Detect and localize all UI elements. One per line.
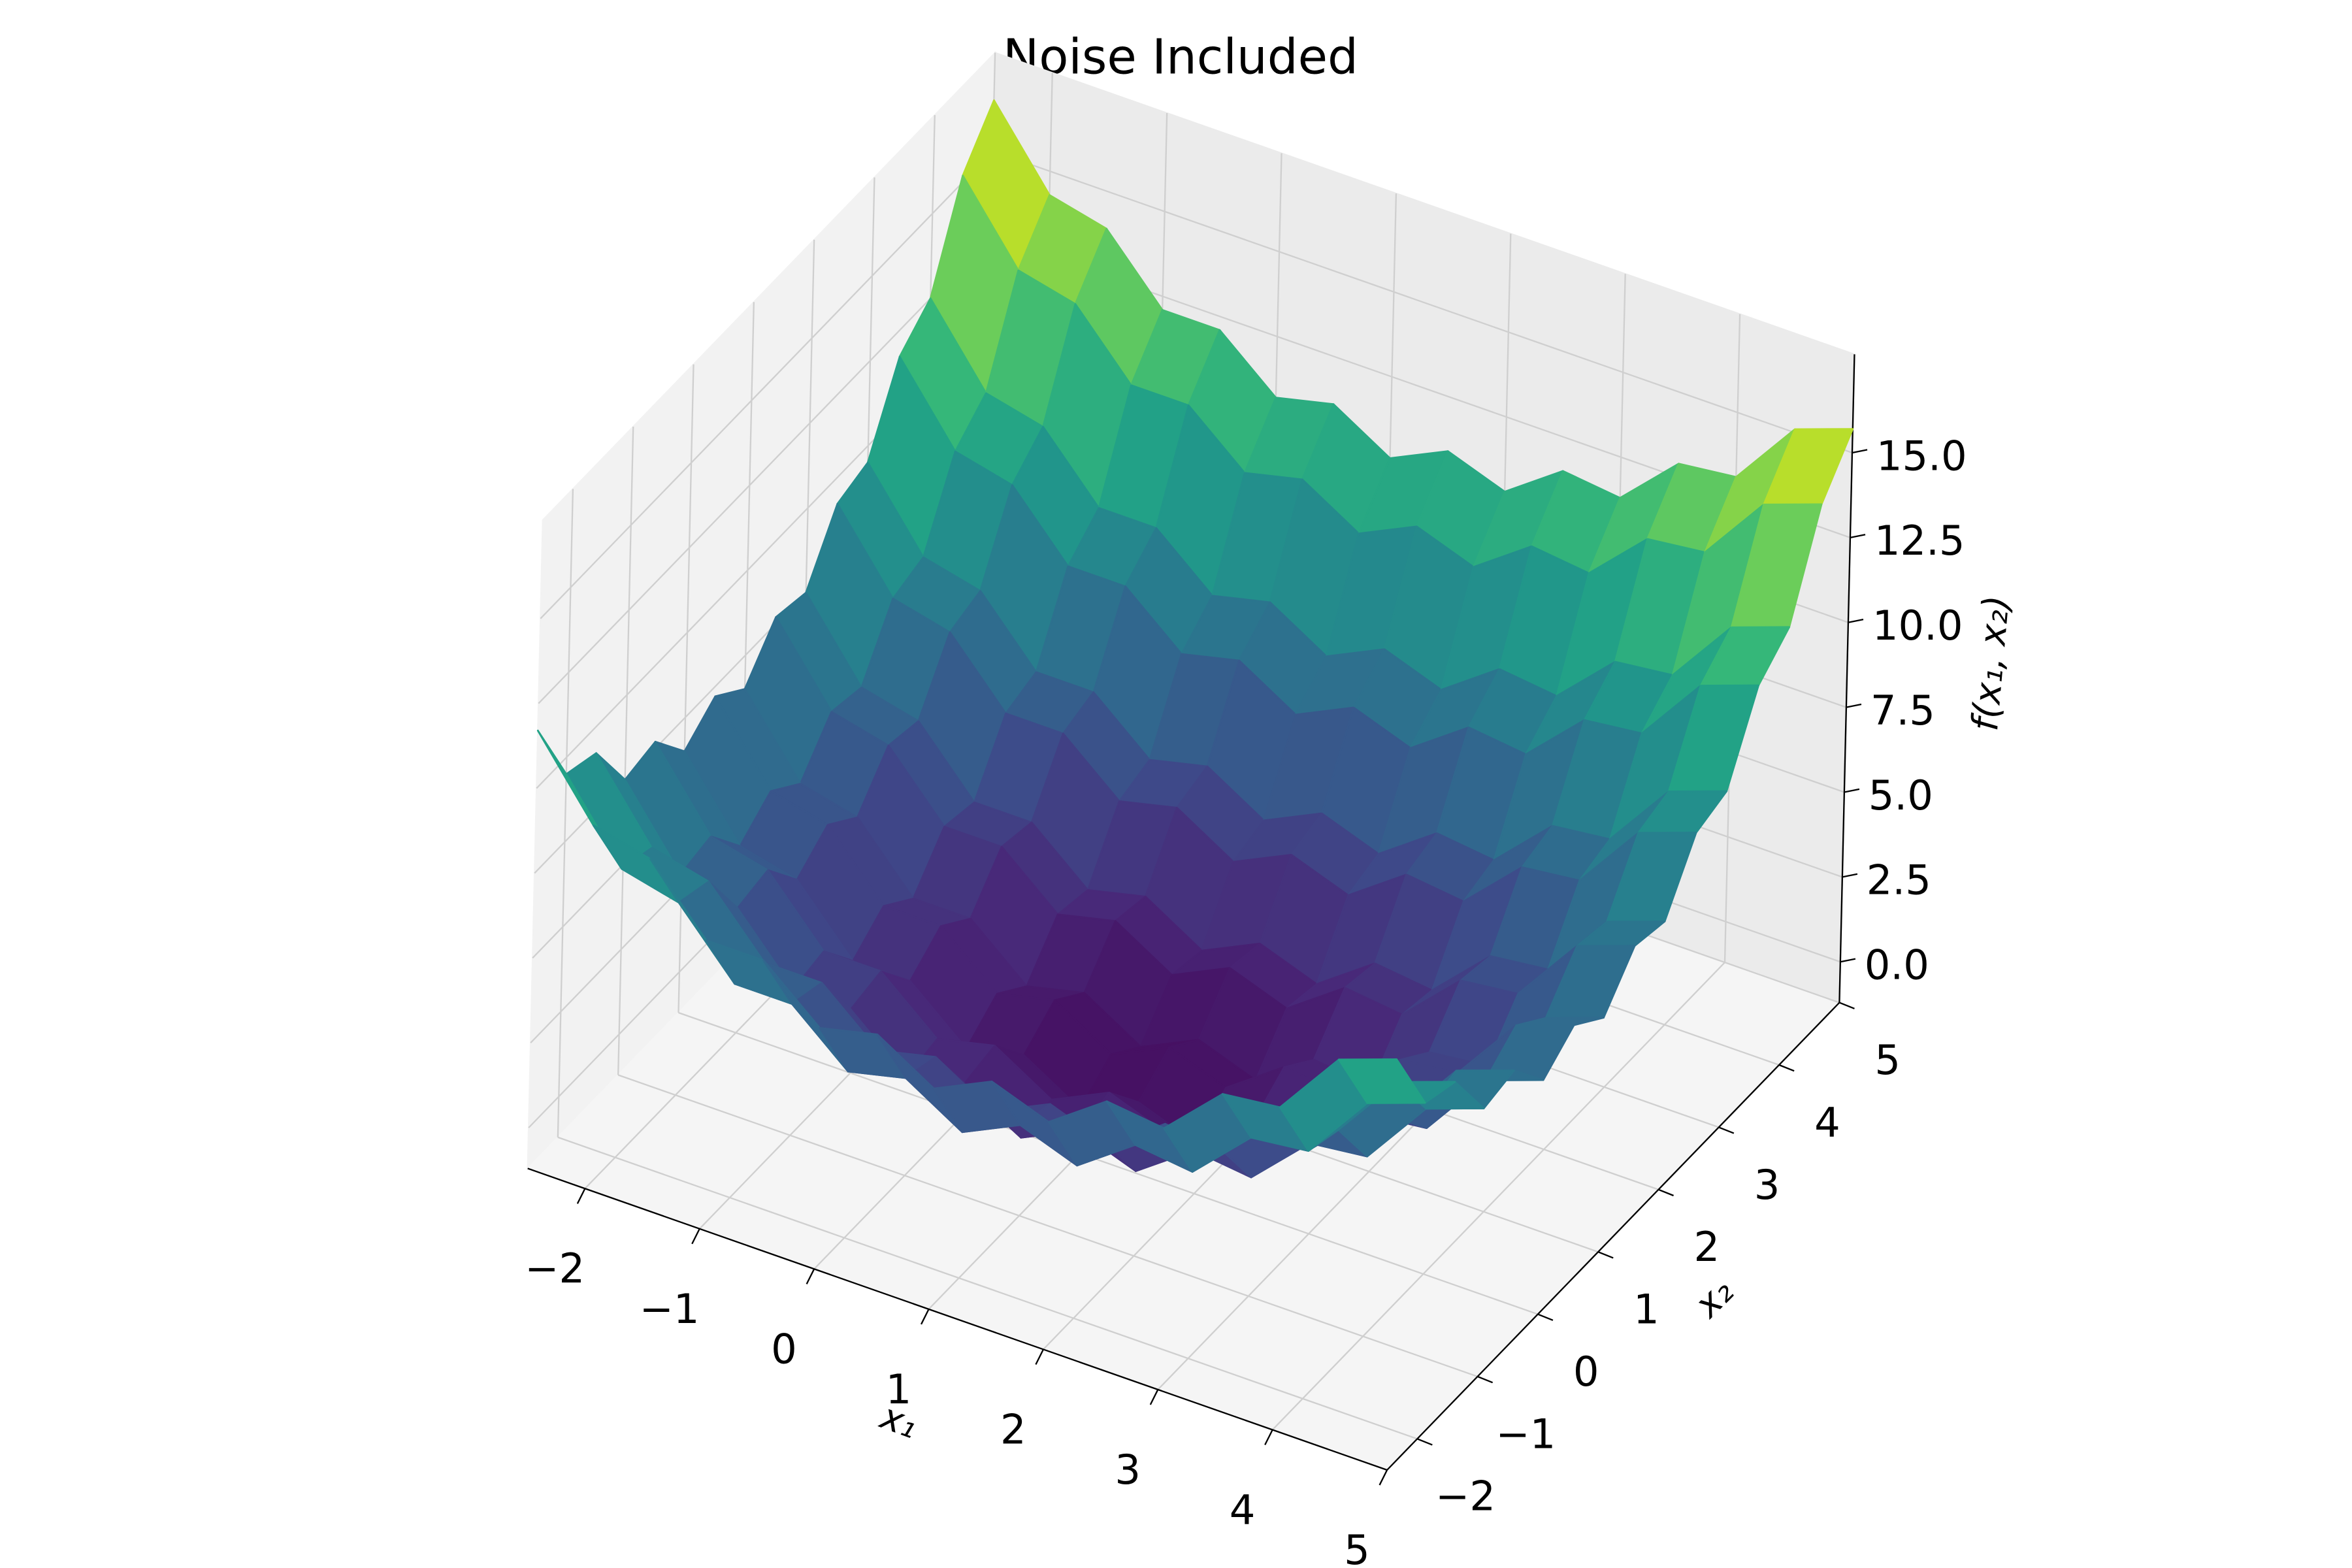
x-tick-label: 0 bbox=[771, 1325, 797, 1373]
tick-mark bbox=[1838, 1002, 1855, 1009]
x-tick-label: 1 bbox=[886, 1365, 912, 1413]
grid-line bbox=[617, 427, 634, 1075]
tick-mark bbox=[1379, 1469, 1388, 1486]
y-tick-label: 1 bbox=[1633, 1286, 1659, 1333]
grid-line bbox=[678, 1011, 1539, 1315]
z-tick-label: 12.5 bbox=[1874, 517, 1965, 564]
tick-mark bbox=[1477, 1375, 1494, 1384]
grid-line bbox=[1271, 962, 1725, 1431]
y-tick-label: −1 bbox=[1495, 1410, 1556, 1458]
tick-mark bbox=[576, 1188, 586, 1204]
x-tick-label: 4 bbox=[1230, 1486, 1256, 1533]
z-axis-label: f(x₁, x₂) bbox=[1965, 594, 2018, 733]
tick-mark bbox=[1537, 1313, 1554, 1321]
y-tick-label: 0 bbox=[1573, 1348, 1599, 1396]
tick-mark bbox=[920, 1309, 930, 1325]
tick-mark bbox=[1416, 1438, 1433, 1446]
tick-mark bbox=[1264, 1429, 1273, 1446]
grid-line bbox=[557, 1136, 1418, 1440]
tick-mark bbox=[1658, 1188, 1674, 1197]
axis-line bbox=[1838, 354, 1855, 1003]
x-tick-label: −2 bbox=[525, 1245, 585, 1292]
tick-mark bbox=[1840, 958, 1856, 963]
y-tick-label: 4 bbox=[1814, 1098, 1840, 1146]
z-tick-label: 7.5 bbox=[1870, 687, 1935, 734]
grid-line bbox=[538, 235, 992, 704]
tick-mark bbox=[1718, 1126, 1735, 1134]
x-tick-label: 5 bbox=[1344, 1526, 1370, 1568]
grid-line bbox=[992, 150, 1853, 454]
y-tick-label: 5 bbox=[1874, 1036, 1901, 1084]
tick-mark bbox=[1842, 873, 1858, 878]
surface-patch bbox=[1337, 1058, 1426, 1104]
tick-mark bbox=[806, 1268, 815, 1284]
axis-line bbox=[527, 1168, 1388, 1471]
x-axis-label: x₁ bbox=[874, 1396, 923, 1448]
z-tick-label: 2.5 bbox=[1867, 857, 1931, 904]
tick-mark bbox=[1035, 1348, 1044, 1365]
tick-mark bbox=[1852, 449, 1868, 454]
axis-line bbox=[1386, 1002, 1840, 1471]
tick-mark bbox=[1597, 1251, 1614, 1259]
x-tick-label: −1 bbox=[640, 1285, 700, 1333]
grid-line bbox=[540, 150, 994, 619]
tick-mark bbox=[1846, 703, 1862, 708]
tick-mark bbox=[691, 1228, 700, 1245]
tick-mark bbox=[1850, 534, 1866, 538]
z-tick-label: 15.0 bbox=[1876, 432, 1967, 480]
z-tick-label: 10.0 bbox=[1872, 602, 1963, 649]
x-tick-label: 3 bbox=[1115, 1446, 1141, 1494]
tick-mark bbox=[1844, 788, 1860, 793]
z-tick-label: 5.0 bbox=[1869, 772, 1933, 819]
z-tick-label: 0.0 bbox=[1865, 941, 1929, 989]
y-tick-label: 2 bbox=[1693, 1223, 1720, 1271]
x-tick-label: 2 bbox=[1000, 1405, 1026, 1453]
tick-mark bbox=[1778, 1064, 1795, 1072]
tick-mark bbox=[1149, 1389, 1159, 1405]
grid-line bbox=[617, 1074, 1478, 1378]
tick-mark bbox=[1848, 618, 1864, 623]
y-tick-label: 3 bbox=[1754, 1161, 1780, 1209]
y-axis-label: x₂ bbox=[1686, 1271, 1742, 1327]
y-tick-label: −2 bbox=[1435, 1473, 1495, 1520]
grid-line bbox=[557, 489, 574, 1137]
